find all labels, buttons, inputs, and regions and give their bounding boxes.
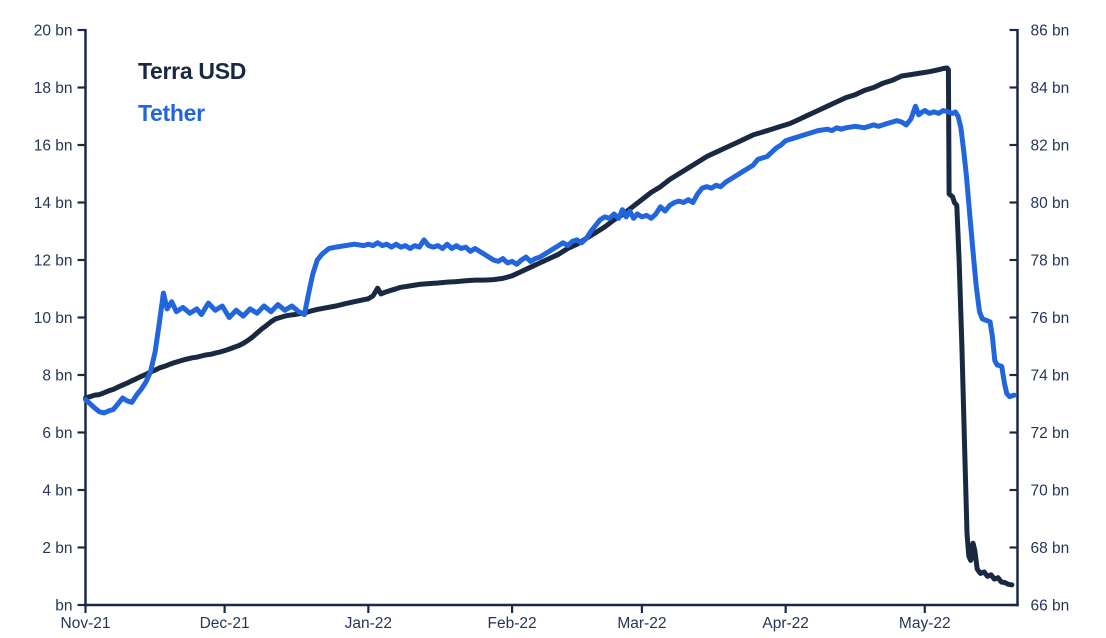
left-axis-tick-label: 16 bn bbox=[34, 138, 73, 155]
bottom-axis-ticks: Nov-21 Dec-21 Jan-22 Feb-22 Mar-22 Apr-22 May-… bbox=[61, 605, 951, 632]
x-axis-tick-label: Jan-22 bbox=[345, 615, 392, 632]
right-axis-tick-label: 74 bn bbox=[1031, 368, 1070, 385]
right-axis-tick-label: 84 bn bbox=[1031, 80, 1070, 97]
right-axis-tick-label: 82 bn bbox=[1031, 138, 1070, 155]
left-axis-tick-label: 20 bn bbox=[34, 23, 73, 40]
right-axis-tick-label: 86 bn bbox=[1031, 23, 1070, 40]
series-line-terra-usd bbox=[83, 65, 1015, 588]
left-axis-tick-label: 2 bn bbox=[42, 540, 72, 557]
legend-terra-label: Terra USD bbox=[138, 58, 247, 84]
left-axis-tick-label: 12 bn bbox=[34, 253, 73, 270]
right-axis-ticks: 86 bn 84 bn 82 bn 80 bn 78 bn 76 bn 74 bn 72 bn… bbox=[1009, 23, 1070, 615]
x-axis-tick-label: Nov-21 bbox=[61, 615, 111, 632]
x-axis-tick-label: May-22 bbox=[899, 615, 951, 632]
right-axis-tick-label: 66 bn bbox=[1031, 598, 1070, 615]
left-axis-tick-label: bn bbox=[55, 598, 72, 615]
x-axis-tick-label: Apr-22 bbox=[762, 615, 809, 632]
left-axis-ticks: 20 bn 18 bn 16 bn 14 bn 12 bn 10 bn 8 bn 6 bn 4 … bbox=[34, 23, 86, 615]
left-axis-tick-label: 6 bn bbox=[42, 425, 72, 442]
left-axis-tick-label: 8 bn bbox=[42, 368, 72, 385]
legend-tether-label: Tether bbox=[138, 99, 205, 126]
right-axis-tick-label: 70 bn bbox=[1031, 483, 1070, 500]
left-axis-tick-label: 10 bn bbox=[34, 310, 73, 327]
series-line-tether bbox=[83, 103, 1017, 416]
x-axis-tick-label: Feb-22 bbox=[488, 615, 537, 632]
right-axis-tick-label: 80 bn bbox=[1031, 195, 1070, 212]
x-axis-tick-label: Mar-22 bbox=[617, 615, 666, 632]
chart-legend: Terra USD Tether bbox=[138, 58, 246, 127]
right-axis-tick-label: 72 bn bbox=[1031, 425, 1070, 442]
left-axis-tick-label: 14 bn bbox=[34, 195, 73, 212]
right-axis-tick-label: 78 bn bbox=[1031, 253, 1070, 270]
right-axis-tick-label: 68 bn bbox=[1031, 540, 1070, 557]
x-axis-tick-label: Dec-21 bbox=[200, 615, 250, 632]
right-axis-tick-label: 76 bn bbox=[1031, 310, 1070, 327]
left-axis-tick-label: 18 bn bbox=[34, 80, 73, 97]
left-axis-tick-label: 4 bn bbox=[42, 483, 72, 500]
